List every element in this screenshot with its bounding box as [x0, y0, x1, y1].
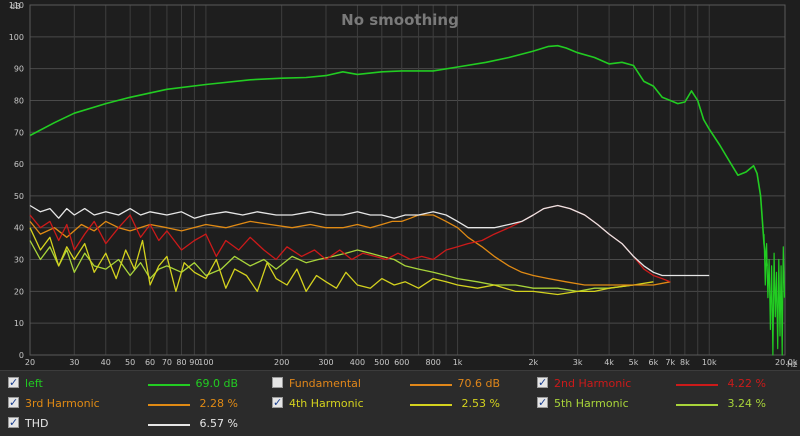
y-tick-label: 30 — [14, 256, 24, 265]
legend-checkbox-left[interactable] — [8, 375, 19, 391]
x-tick-label: 800 — [426, 358, 441, 367]
x-tick-label: 20 — [25, 358, 35, 367]
x-tick-label: 300 — [318, 358, 333, 367]
x-tick-label: 50 — [125, 358, 135, 367]
legend-label: Fundamental — [289, 377, 361, 390]
series-line-left-hf-noise — [763, 234, 786, 356]
x-tick-label: 1k — [453, 358, 463, 367]
y-tick-label: 10 — [14, 319, 24, 328]
legend-checkbox-fundamental[interactable] — [272, 377, 283, 388]
series-line-4th-harmonic — [29, 227, 654, 296]
x-tick-label: 40 — [101, 358, 111, 367]
y-axis-unit: dB — [10, 2, 21, 11]
legend-label: 4th Harmonic — [289, 397, 364, 410]
legend-swatch — [676, 384, 718, 386]
legend-swatch — [676, 404, 718, 406]
x-tick-label: 80 — [176, 358, 186, 367]
legend-label: 5th Harmonic — [554, 397, 629, 410]
series-line-3rd-harmonic — [29, 214, 671, 286]
x-tick-label: 6k — [649, 358, 659, 367]
legend-swatch — [148, 404, 190, 406]
y-tick-label: 100 — [9, 33, 24, 42]
x-tick-label: 2k — [528, 358, 538, 367]
x-tick-label: 90 — [189, 358, 199, 367]
legend-value: 70.6 dB — [457, 377, 500, 390]
legend-value: 69.0 dB — [195, 377, 238, 390]
legend-panel: left 69.0 dB Fundamental 70.6 dB 2nd Harmoni… — [0, 370, 800, 436]
x-tick-label: 100 — [198, 358, 213, 367]
chart-area: 0 10 20 30 40 50 60 70 80 90 100 110 20 30 40 50 60 70 80 9… — [9, 1, 798, 369]
series-line-left — [29, 44, 768, 267]
legend-swatch — [410, 404, 452, 406]
legend-item-2nd-harmonic: 2nd Harmonic 4.22 % — [537, 375, 787, 392]
series-line-5th-harmonic — [29, 240, 634, 293]
legend-checkbox-4th-harmonic[interactable] — [272, 395, 283, 411]
legend-item-left: left 69.0 dB — [8, 375, 258, 392]
x-tick-label: 4k — [604, 358, 614, 367]
y-tick-label: 20 — [14, 287, 24, 296]
legend-item-thd: THD 6.57 % — [8, 415, 258, 432]
x-tick-label: 400 — [350, 358, 365, 367]
x-tick-label: 7k — [665, 358, 675, 367]
x-tick-label: 200 — [274, 358, 289, 367]
legend-swatch — [410, 384, 452, 386]
legend-value: 6.57 % — [199, 417, 238, 430]
legend-checkbox-5th-harmonic[interactable] — [537, 395, 548, 411]
y-tick-label: 0 — [19, 351, 24, 360]
legend-value: 2.28 % — [199, 397, 238, 410]
series-lines — [29, 44, 786, 356]
x-tick-label: 8k — [680, 358, 690, 367]
plot-background — [30, 5, 785, 355]
x-tick-label: 500 — [374, 358, 389, 367]
x-tick-label: 5k — [629, 358, 639, 367]
x-tick-label: 70 — [162, 358, 172, 367]
legend-item-fundamental: Fundamental 70.6 dB — [272, 376, 522, 392]
y-tick-label: 80 — [14, 96, 24, 105]
plot-frame — [29, 4, 786, 356]
chart-title: No smoothing — [341, 11, 459, 29]
legend-swatch — [148, 424, 190, 426]
x-tick-label: 60 — [145, 358, 155, 367]
y-tick-label: 110 — [9, 1, 24, 10]
x-tick-label: 600 — [394, 358, 409, 367]
x-tick-label: 10k — [702, 358, 717, 367]
x-tick-label: 20.0k — [775, 358, 798, 367]
legend-swatch — [148, 384, 190, 386]
legend-label: 2nd Harmonic — [554, 377, 632, 390]
legend-checkbox-2nd-harmonic[interactable] — [537, 375, 548, 391]
grid-lines — [29, 4, 786, 356]
legend-item-4th-harmonic: 4th Harmonic 2.53 % — [272, 395, 522, 412]
series-line-thd — [29, 204, 710, 277]
x-axis-unit: Hz — [787, 360, 797, 369]
legend-label: THD — [25, 417, 49, 430]
legend-value: 3.24 % — [727, 397, 766, 410]
legend-label: 3rd Harmonic — [25, 397, 100, 410]
y-tick-label: 70 — [14, 128, 24, 137]
x-tick-label: 30 — [69, 358, 79, 367]
y-tick-label: 50 — [14, 192, 24, 201]
legend-value: 4.22 % — [727, 377, 766, 390]
legend-item-5th-harmonic: 5th Harmonic 3.24 % — [537, 395, 787, 412]
legend-value: 2.53 % — [461, 397, 500, 410]
x-tick-label: 3k — [573, 358, 583, 367]
y-tick-label: 40 — [14, 224, 24, 233]
y-tick-label: 90 — [14, 65, 24, 74]
legend-checkbox-3rd-harmonic[interactable] — [8, 395, 19, 411]
legend-label: left — [25, 377, 43, 390]
legend-item-3rd-harmonic: 3rd Harmonic 2.28 % — [8, 395, 258, 412]
y-tick-label: 60 — [14, 160, 24, 169]
legend-checkbox-thd[interactable] — [8, 415, 19, 431]
